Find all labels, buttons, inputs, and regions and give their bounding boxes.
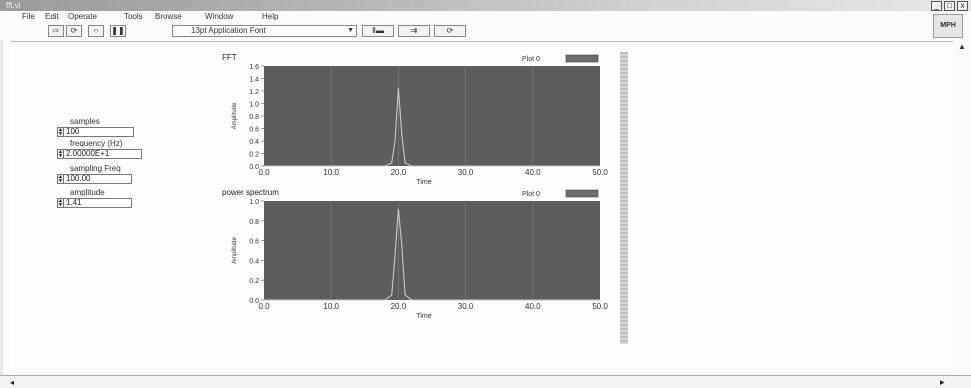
x-tick-label: 20.0	[391, 302, 407, 311]
run-button[interactable]: ⇨	[48, 25, 64, 37]
align-icon: Ⅱ▬	[372, 26, 384, 35]
amplitude-input[interactable]: 1.41	[64, 198, 132, 208]
amplitude-label: amplitude	[70, 188, 105, 197]
window-controls: _ □ x	[931, 1, 968, 11]
amplitude-control[interactable]: ▲ ▼ 1.41	[57, 198, 132, 208]
maximize-button[interactable]: □	[944, 1, 955, 11]
menu-file[interactable]: File	[22, 12, 35, 21]
y-tick-label: 0.4	[249, 139, 259, 146]
menu-browse[interactable]: Browse	[155, 12, 182, 21]
y-axis-label: Amplitude	[232, 102, 238, 129]
legend-label: Plot 0	[522, 191, 540, 198]
samples-label: samples	[70, 117, 100, 126]
series-line-plot-0	[264, 87, 600, 167]
increment-decrement-icon[interactable]: ▲ ▼	[57, 198, 64, 208]
x-tick-label: 0.0	[258, 302, 270, 311]
x-tick-label: 30.0	[458, 168, 474, 177]
graph-title: FFT	[222, 53, 237, 62]
menu-tools[interactable]: Tools	[124, 12, 143, 21]
y-tick-label: 0.6	[249, 239, 259, 246]
sampling-freq-input[interactable]: 100.00	[64, 174, 132, 184]
menu-bar: File Edit Operate Tools Browse Window He…	[0, 11, 920, 23]
legend-swatch	[565, 189, 599, 198]
font-select-value: 13pt Application Font	[191, 26, 266, 35]
increment-decrement-icon[interactable]: ▲ ▼	[57, 149, 64, 159]
pause-icon: ❚❚	[111, 26, 125, 35]
panel-splitter[interactable]	[620, 52, 628, 344]
distribute-objects-button[interactable]: ⇉	[398, 25, 430, 37]
x-axis-label: Time	[416, 313, 431, 320]
x-tick-label: 40.0	[525, 168, 541, 177]
y-tick-label: 0.4	[249, 258, 259, 265]
reorder-objects-button[interactable]: ⟳	[434, 25, 466, 37]
menu-window[interactable]: Window	[205, 12, 234, 21]
toolbar: ⇨ ⟳ ○ ❚❚ 13pt Application Font ▼ Ⅱ▬ ⇉ ⟳	[0, 23, 920, 39]
y-tick-label: 1.6	[249, 64, 259, 71]
frequency-input[interactable]: 2.00000E+1	[64, 149, 142, 159]
frequency-control[interactable]: ▲ ▼ 2.00000E+1	[57, 149, 142, 159]
scroll-up-icon[interactable]: ▲	[958, 42, 966, 51]
y-tick-label: 0.2	[249, 278, 259, 285]
pause-button[interactable]: ❚❚	[110, 25, 126, 37]
x-tick-label: 40.0	[525, 302, 541, 311]
y-tick-label: 1.4	[249, 77, 259, 84]
plot-area	[264, 201, 600, 300]
x-tick-label: 10.0	[323, 302, 339, 311]
distribute-icon: ⇉	[410, 26, 418, 35]
plot-area	[264, 66, 600, 166]
legend-swatch	[565, 54, 599, 63]
reorder-icon: ⟳	[446, 26, 454, 35]
y-tick-label: 1.0	[249, 102, 259, 109]
y-tick-label: 0.6	[249, 127, 259, 134]
vi-icon[interactable]: MPH	[933, 14, 963, 38]
close-button[interactable]: x	[957, 1, 968, 11]
horizontal-scrollbar[interactable]: ◂ ▸	[0, 375, 971, 388]
x-axis-label: Time	[416, 179, 431, 186]
run-continuously-button[interactable]: ⟳	[66, 25, 82, 37]
x-tick-label: 10.0	[323, 168, 339, 177]
window-title: fft.vi	[6, 1, 21, 10]
menu-operate[interactable]: Operate	[68, 12, 97, 21]
minimize-button[interactable]: _	[931, 1, 942, 11]
x-tick-label: 0.0	[258, 168, 270, 177]
align-objects-button[interactable]: Ⅱ▬	[362, 25, 394, 37]
samples-control[interactable]: ▲ ▼ 100	[57, 127, 134, 137]
y-axis-label: Amplitude	[232, 237, 238, 264]
sampling-freq-label: sampling Freq	[70, 164, 121, 173]
abort-button[interactable]: ○	[88, 25, 104, 37]
increment-decrement-icon[interactable]: ▲ ▼	[57, 174, 64, 184]
y-tick-label: 0.8	[249, 219, 259, 226]
sampling-freq-control[interactable]: ▲ ▼ 100.00	[57, 174, 132, 184]
y-tick-label: 0.0	[249, 164, 259, 171]
x-tick-label: 50.0	[592, 168, 608, 177]
title-bar[interactable]: fft.vi _ □ x	[0, 0, 971, 11]
abort-icon: ○	[93, 26, 99, 35]
frequency-label: frequency (Hz)	[70, 139, 123, 148]
y-tick-label: 0.2	[249, 152, 259, 159]
series-line-plot-0	[264, 208, 600, 301]
y-tick-label: 0.8	[249, 114, 259, 121]
chevron-down-icon: ▼	[347, 27, 354, 34]
increment-decrement-icon[interactable]: ▲ ▼	[57, 127, 64, 137]
run-continuously-icon: ⟳	[70, 26, 78, 35]
y-tick-label: 1.0	[249, 199, 259, 206]
menu-help[interactable]: Help	[262, 12, 279, 21]
y-tick-label: 0.0	[249, 298, 259, 305]
x-tick-label: 50.0	[592, 302, 608, 311]
x-tick-label: 30.0	[458, 302, 474, 311]
legend-label: Plot 0	[522, 56, 540, 63]
x-tick-label: 20.0	[391, 168, 407, 177]
left-edge	[0, 40, 3, 375]
run-arrow-icon: ⇨	[52, 26, 60, 35]
font-select[interactable]: 13pt Application Font ▼	[172, 25, 357, 37]
y-tick-label: 1.2	[249, 89, 259, 96]
scroll-left-icon[interactable]: ◂	[10, 378, 15, 387]
scroll-right-icon[interactable]: ▸	[940, 377, 945, 387]
samples-input[interactable]: 100	[64, 127, 134, 137]
graph-title: power spectrum	[222, 188, 279, 197]
menu-edit[interactable]: Edit	[45, 12, 59, 21]
